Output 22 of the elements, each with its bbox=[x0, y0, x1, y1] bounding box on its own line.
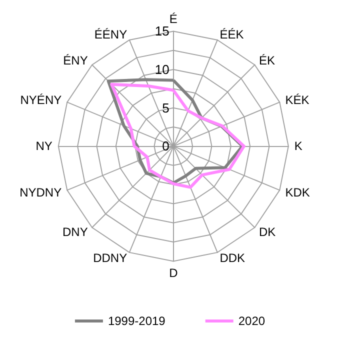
spoke-label: KÉK bbox=[285, 92, 310, 107]
spoke-label: K bbox=[294, 139, 302, 154]
spoke-label: ÉÉK bbox=[220, 27, 244, 42]
spoke-label: NYDNY bbox=[20, 186, 62, 200]
spoke-label: DDK bbox=[220, 250, 246, 265]
spoke-label: É bbox=[169, 12, 178, 26]
legend-label: 2020 bbox=[238, 314, 266, 328]
y-tick-label: 15 bbox=[154, 24, 170, 39]
spoke-label: D bbox=[169, 266, 178, 280]
spoke-label: NYÉNY bbox=[20, 92, 62, 107]
spoke-label: DNY bbox=[62, 224, 88, 239]
spoke-label: NY bbox=[36, 139, 52, 154]
y-tick-label: 10 bbox=[154, 62, 170, 78]
spoke-label: DDNY bbox=[93, 250, 128, 265]
y-tick-label: 5 bbox=[162, 100, 170, 116]
spoke-label: ÉNY bbox=[63, 54, 88, 68]
spoke-label: KDK bbox=[285, 186, 310, 200]
y-tick-label: 0 bbox=[162, 138, 170, 154]
spoke-label: ÉK bbox=[258, 54, 275, 68]
spoke-label: DK bbox=[258, 224, 276, 239]
legend-label: 1999-2019 bbox=[108, 314, 166, 328]
spoke-label: ÉÉNY bbox=[94, 27, 128, 42]
